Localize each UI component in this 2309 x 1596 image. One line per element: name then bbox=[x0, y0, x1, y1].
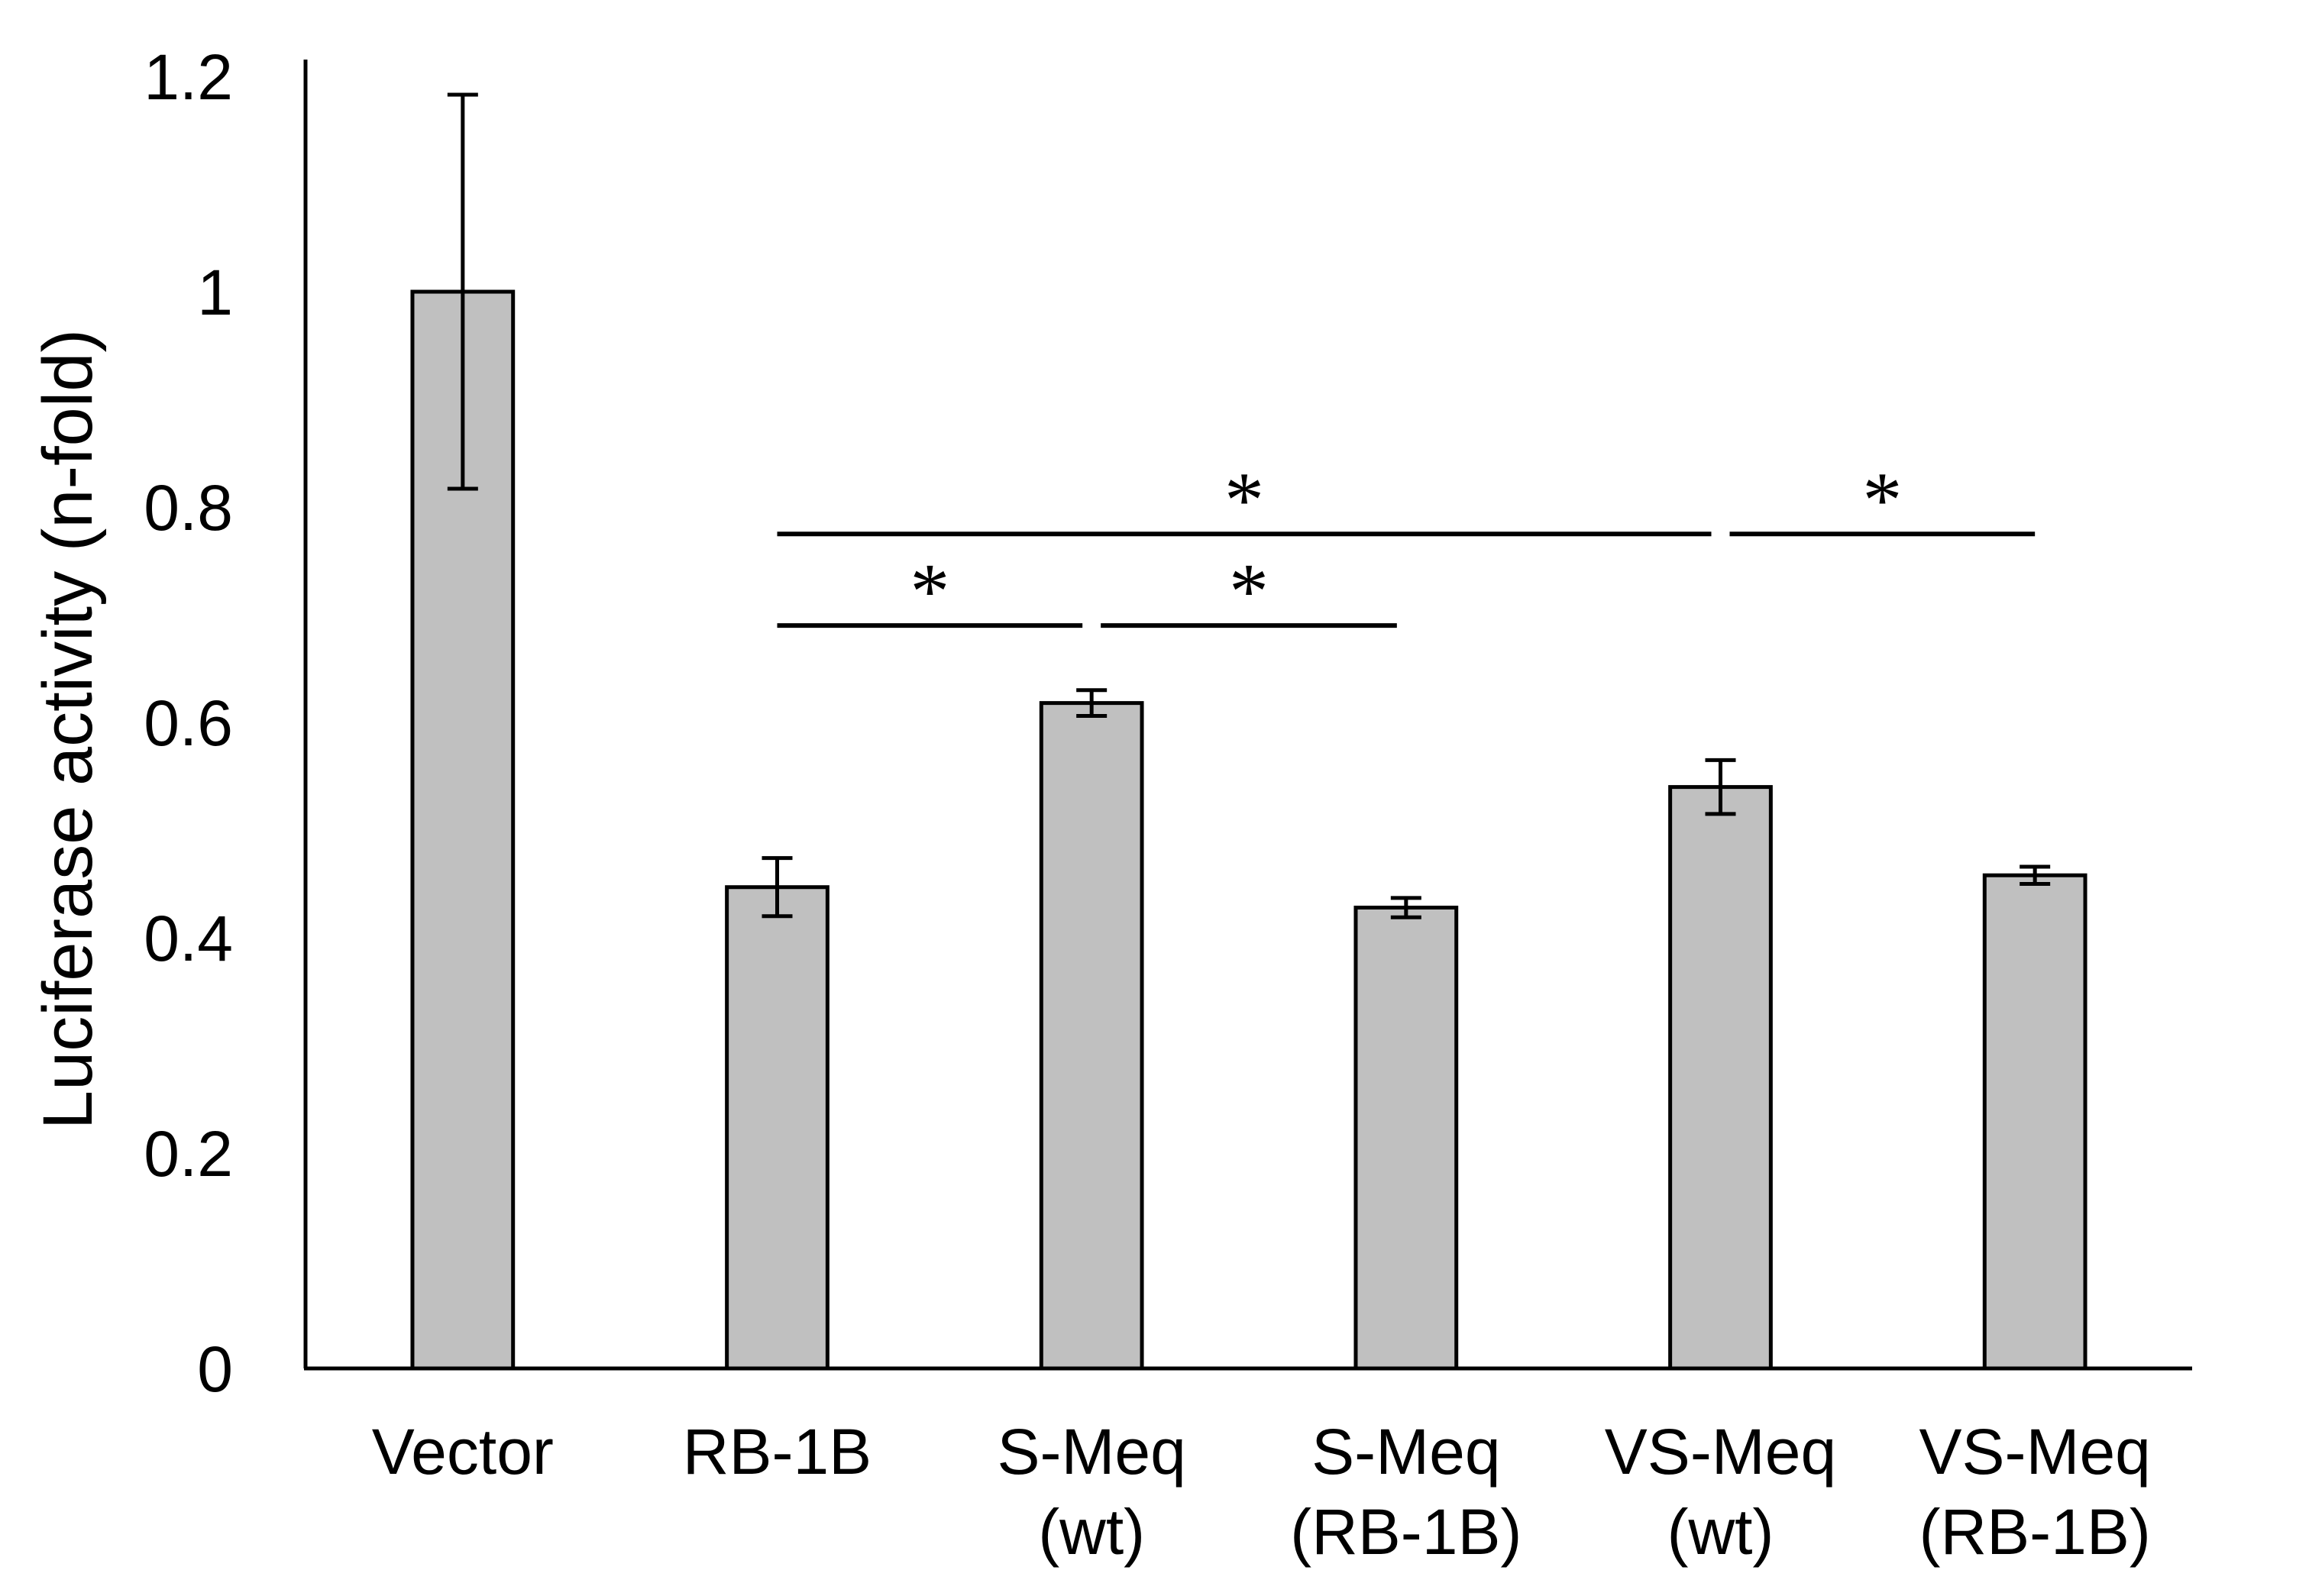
y-tick-label: 0.6 bbox=[144, 687, 233, 759]
x-tick-label: (wt) bbox=[1038, 1496, 1145, 1568]
significance-star: * bbox=[1862, 456, 1902, 544]
x-tick-label: Vector bbox=[372, 1416, 554, 1488]
x-tick-label: (RB-1B) bbox=[1290, 1496, 1522, 1568]
x-tick-label: VS-Meq bbox=[1919, 1416, 2150, 1488]
y-tick-label: 0.4 bbox=[144, 903, 233, 974]
bar bbox=[1039, 701, 1144, 1371]
x-tick-label: S-Meq bbox=[997, 1416, 1185, 1488]
x-tick-label: (wt) bbox=[1667, 1496, 1774, 1568]
x-tick-label: (RB-1B) bbox=[1919, 1496, 2150, 1568]
y-tick-label: 1.2 bbox=[144, 41, 233, 113]
significance-star: * bbox=[910, 548, 949, 635]
y-tick-label: 0 bbox=[197, 1333, 233, 1405]
bar bbox=[1668, 785, 1773, 1371]
bar bbox=[1982, 873, 2087, 1371]
x-tick-label: RB-1B bbox=[683, 1416, 872, 1488]
y-axis-label: Luciferase activity (n-fold) bbox=[29, 329, 107, 1129]
significance-star: * bbox=[1229, 548, 1269, 635]
bar bbox=[1353, 906, 1459, 1371]
y-tick-label: 1 bbox=[197, 257, 233, 328]
bar bbox=[725, 885, 829, 1371]
x-tick-label: S-Meq bbox=[1311, 1416, 1500, 1488]
x-tick-label: VS-Meq bbox=[1605, 1416, 1836, 1488]
significance-star: * bbox=[1224, 456, 1264, 544]
y-tick-label: 0.2 bbox=[144, 1118, 233, 1190]
y-tick-label: 0.8 bbox=[144, 472, 233, 544]
